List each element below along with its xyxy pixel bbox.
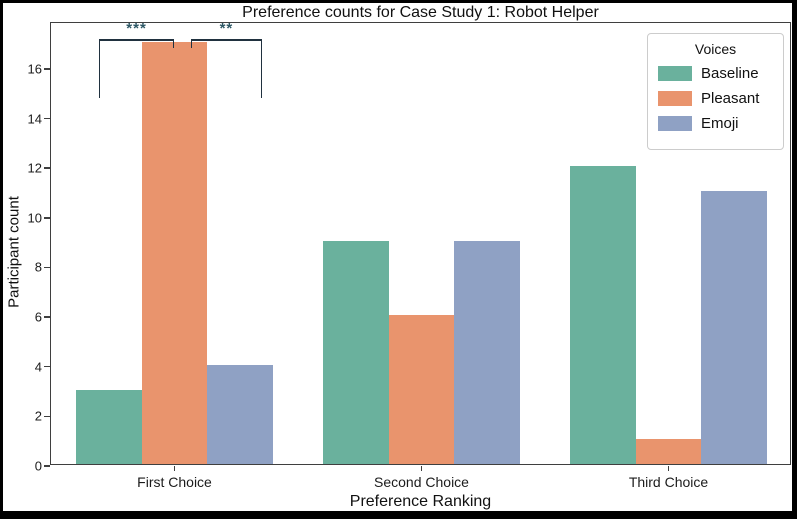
bar-pleasant-2: [388, 315, 455, 464]
bar-baseline-2: [322, 240, 389, 464]
y-tick-mark: [44, 415, 50, 418]
y-tick-label: 4: [34, 359, 42, 375]
y-tick-label: 16: [27, 61, 42, 77]
y-tick-label: 8: [34, 259, 42, 275]
legend-entry: Emoji: [658, 115, 773, 132]
significance-bracket-bar: [98, 39, 175, 41]
y-tick-mark: [44, 316, 50, 318]
bar-pleasant-3: [635, 439, 702, 464]
y-tick-label: 6: [34, 309, 42, 325]
bar-pleasant-1: [141, 42, 208, 464]
legend: Voices Baseline Pleasant Emoji: [647, 33, 784, 150]
y-tick-mark: [44, 68, 50, 70]
legend-swatch-baseline: [658, 66, 692, 81]
y-tick-mark: [44, 465, 50, 467]
screenshot-border-right: [792, 0, 797, 519]
screenshot-border-top: [0, 0, 797, 3]
x-axis-label: Preference Ranking: [349, 493, 492, 510]
y-tick-label: 14: [27, 111, 42, 127]
bar-baseline-1: [75, 389, 142, 464]
bar-baseline-3: [569, 166, 636, 464]
bar-emoji-3: [701, 191, 768, 464]
legend-title: Voices: [694, 41, 737, 57]
y-tick-mark: [44, 217, 50, 219]
legend-swatch-emoji: [658, 116, 692, 131]
significance-bracket-right-arm: [172, 39, 175, 48]
y-tick-mark: [44, 365, 50, 368]
legend-label: Pleasant: [701, 90, 760, 107]
y-tick-label: 2: [34, 408, 42, 424]
y-tick-mark: [44, 167, 50, 169]
bar-emoji-2: [454, 240, 521, 464]
x-tick-mark: [420, 466, 423, 471]
significance-bracket-left-arm: [98, 39, 101, 98]
y-tick-label: 0: [34, 458, 42, 474]
y-tick-mark: [44, 117, 50, 120]
significance-bracket-right-arm: [260, 39, 263, 98]
legend-entry: Baseline: [658, 65, 773, 82]
legend-label: Emoji: [701, 115, 739, 132]
screenshot-border-left: [0, 0, 3, 519]
significance-label: **: [219, 20, 234, 37]
x-tick-mark: [173, 466, 176, 471]
legend-entries: Baseline Pleasant Emoji: [658, 65, 773, 132]
legend-swatch-pleasant: [658, 91, 692, 106]
legend-label: Baseline: [701, 65, 759, 82]
y-tick-label: 12: [27, 160, 42, 176]
y-tick-label: 10: [27, 210, 42, 226]
screenshot-border-bottom: [0, 511, 797, 519]
x-tick-label: Second Choice: [374, 474, 469, 490]
y-tick-mark: [44, 266, 50, 269]
x-tick-label: First Choice: [137, 474, 212, 490]
legend-entry: Pleasant: [658, 90, 773, 107]
significance-bracket-left-arm: [190, 39, 193, 48]
significance-bracket-bar: [190, 39, 263, 41]
chart-title: Preference counts for Case Study 1: Robo…: [242, 4, 599, 21]
significance-label: ***: [126, 20, 147, 37]
plot-area: Voices Baseline Pleasant Emoji 0 2 4 6 8 10 12 14…: [28, 20, 791, 490]
bar-emoji-1: [207, 364, 274, 464]
x-tick-mark: [667, 466, 670, 471]
x-tick-label: Third Choice: [628, 474, 709, 490]
